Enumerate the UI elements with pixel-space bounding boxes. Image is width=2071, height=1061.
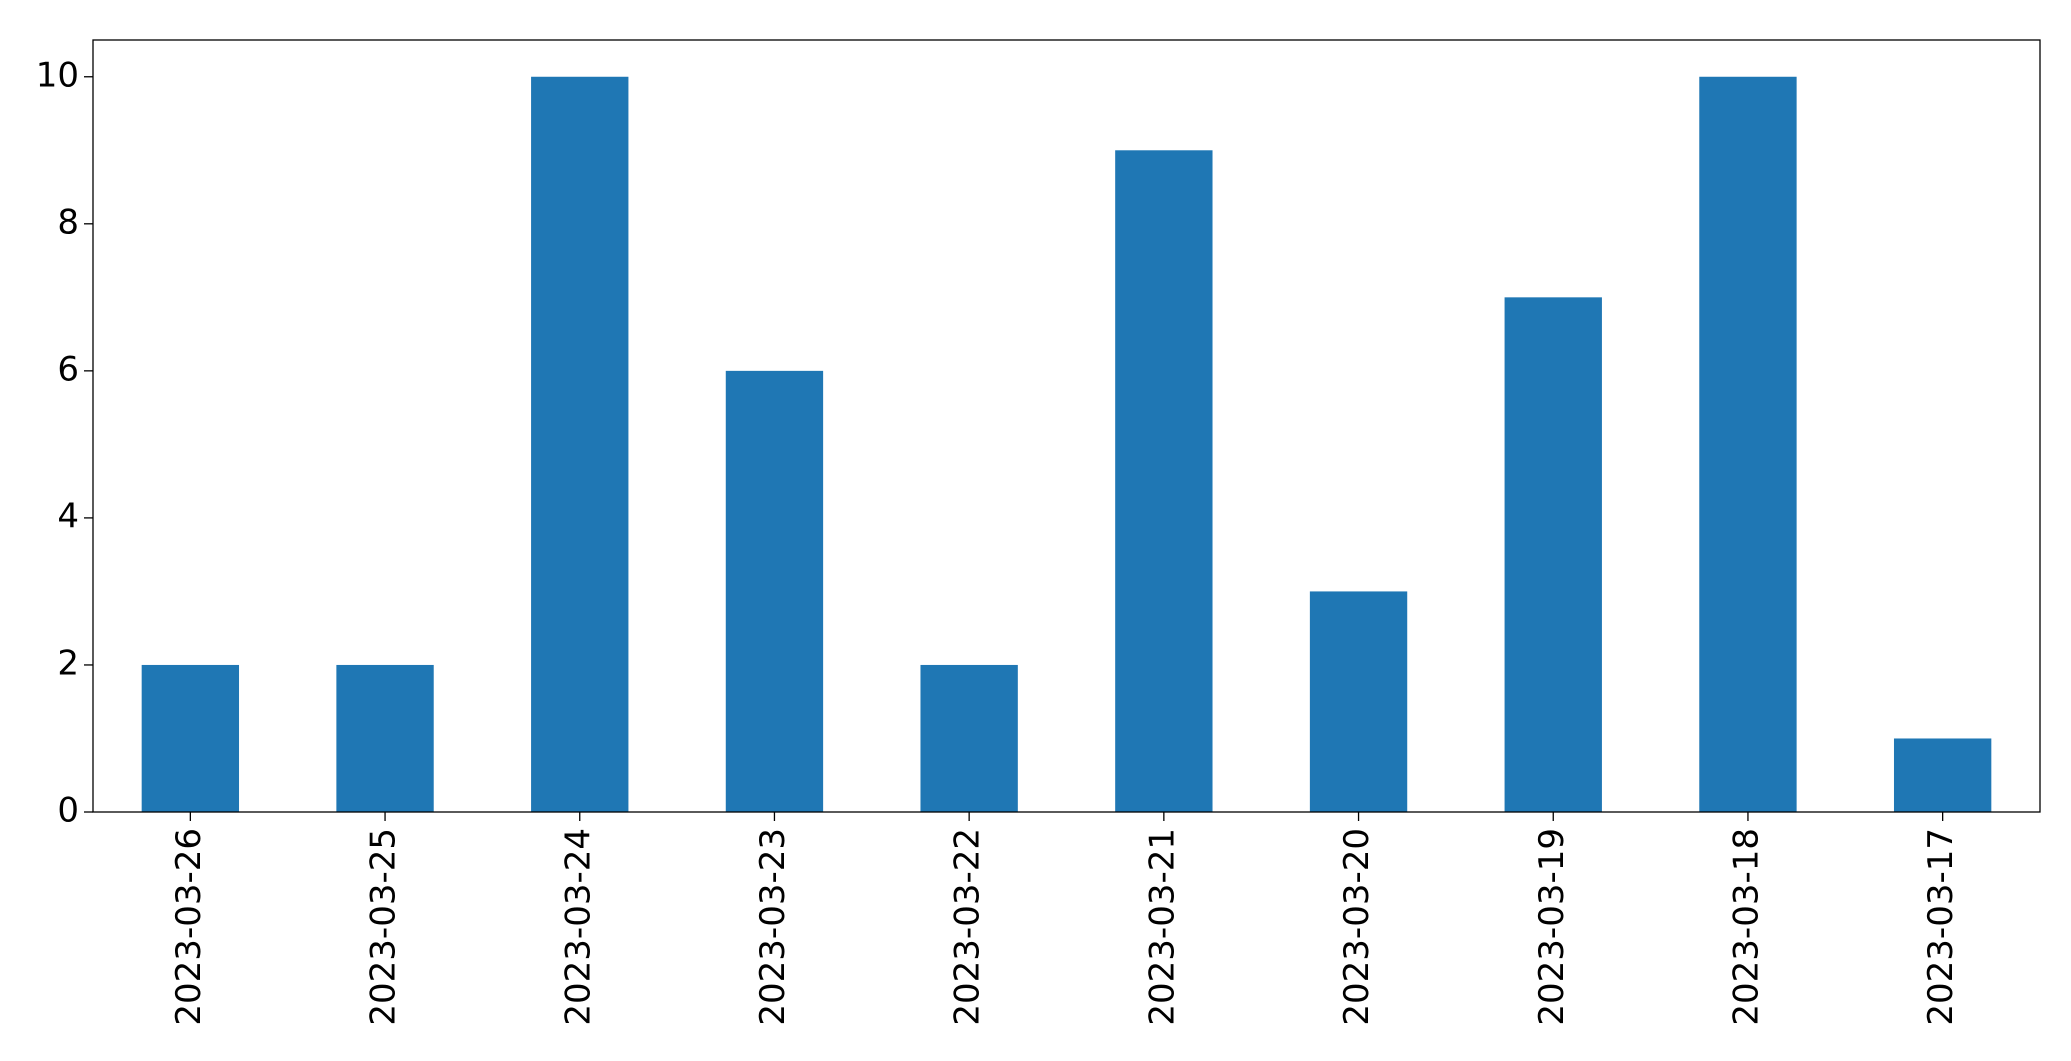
x-tick-label: 2023-03-25 (364, 828, 404, 1026)
x-tick-label: 2023-03-18 (1726, 828, 1766, 1026)
bar (920, 664, 1018, 812)
bar (1699, 76, 1797, 812)
x-tick-label: 2023-03-21 (1142, 828, 1182, 1026)
bar (1309, 591, 1408, 812)
x-tick-label: 2023-03-24 (558, 828, 598, 1026)
bar (336, 664, 434, 812)
bar (1893, 738, 1992, 812)
y-tick-label: 0 (57, 791, 79, 831)
bar (1504, 297, 1602, 812)
plot-frame (92, 39, 2041, 813)
x-tick-label: 2023-03-17 (1921, 828, 1961, 1026)
x-tick-label: 2023-03-22 (948, 828, 988, 1026)
bar (725, 370, 824, 812)
y-tick-label: 10 (36, 55, 79, 95)
bar (1115, 150, 1213, 813)
y-tick-label: 2 (57, 643, 79, 683)
x-tick-label: 2023-03-23 (753, 828, 793, 1026)
x-tick-label: 2023-03-20 (1337, 828, 1377, 1026)
y-tick-label: 4 (57, 496, 79, 536)
x-tick-label: 2023-03-26 (169, 828, 209, 1026)
y-tick-label: 6 (57, 349, 79, 389)
x-tick-label: 2023-03-19 (1532, 828, 1572, 1026)
bar (531, 76, 629, 812)
bar (141, 664, 240, 812)
y-tick-label: 8 (57, 202, 79, 242)
